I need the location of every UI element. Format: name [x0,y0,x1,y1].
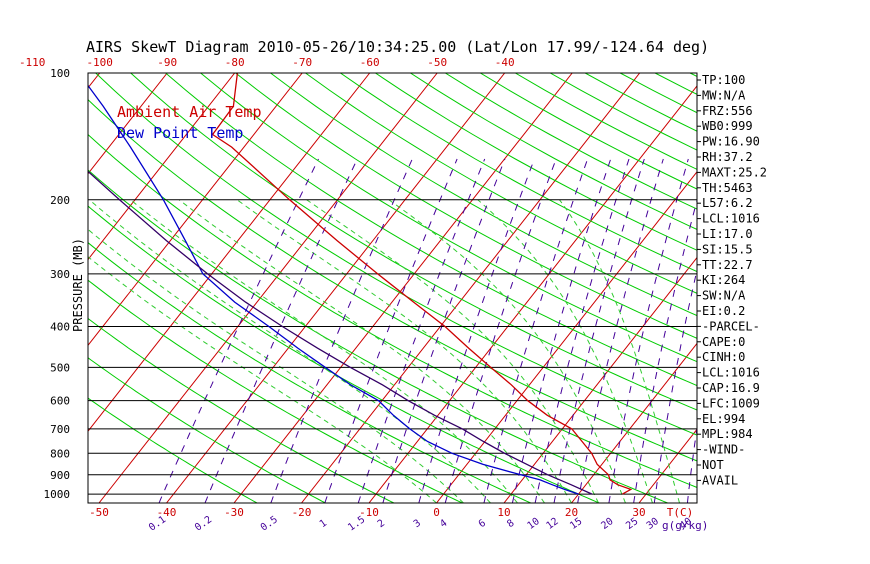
pressure-tick-label: 700 [50,423,70,436]
index-entry: NOT [702,458,724,472]
isobars [88,200,697,494]
index-entry: CAP:16.9 [702,381,760,395]
index-entry: LCL:1016 [702,212,760,226]
index-entry: EL:994 [702,412,745,426]
top-tick-label: -70 [292,56,312,69]
index-entry: AVAIL [702,473,738,487]
top-tick-label: -80 [225,56,245,69]
index-entry: WB0:999 [702,119,753,133]
index-entry: SW:N/A [702,289,746,303]
pressure-tick-label: 200 [50,194,70,207]
mixing-ratio-label: 20 [599,516,615,532]
mixing-ratio-label: 0.5 [259,514,280,533]
mixing-ratio-line [205,159,357,503]
bottom-tick-label: -50 [89,506,109,519]
mixing-ratio-label: 30 [645,516,661,532]
top-tick-label: -90 [157,56,177,69]
moist-adiabat-line [307,200,599,503]
moist-adiabat-line [54,200,464,503]
bottom-tick-label: 0 [433,506,440,519]
mixing-ratio-label: 12 [544,516,560,532]
index-entry: -PARCEL- [702,319,760,333]
x-axis-unit: T(C) [667,506,694,519]
mixing-ratio-unit: g(g/kg) [662,519,708,532]
mixing-ratio-label: 8 [505,518,516,530]
series-line-0 [213,73,631,494]
legend-entry-dewpoint: Dew Point Temp [117,124,243,142]
series-group [0,73,631,494]
top-tick-label: -60 [360,56,380,69]
index-entry: KI:264 [702,273,745,287]
dry-adiabat-line [201,73,870,503]
mixing-ratio-line [383,159,505,503]
index-entry: TT:22.7 [702,258,753,272]
isotherm-line [774,73,870,503]
top-tick-label: -100 [86,56,113,69]
mixing-ratio-label: 2 [376,518,387,530]
index-entry: L57:6.2 [702,196,753,210]
mixing-ratio-label: 4 [438,518,449,530]
index-entry: FRZ:556 [702,104,753,118]
mixing-ratio-label: 3 [412,518,423,530]
bottom-tick-label: -30 [224,506,244,519]
index-entry: SI:15.5 [702,242,753,256]
index-entry: MW:N/A [702,88,746,102]
index-entry: CINH:0 [702,350,745,364]
index-entry: PW:16.90 [702,135,760,149]
pressure-tick-label: 500 [50,361,70,374]
pressure-tick-label: 800 [50,447,70,460]
dry-adiabat-line [515,73,870,503]
mixing-ratio-label: 0.2 [193,514,214,533]
top-tick-label: -40 [495,56,515,69]
index-entry: EI:0.2 [702,304,745,318]
index-entry: TP:100 [702,73,745,87]
y-axis-label: PRESSURE (MB) [71,238,85,332]
mixing-ratio-label: 1 [318,518,329,530]
pressure-tick-label: 100 [50,67,70,80]
index-entry: -WIND- [702,443,745,457]
bottom-tick-label: 10 [497,506,510,519]
dry-adiabat-line [0,73,599,503]
top-tick-label: -50 [427,56,447,69]
pressure-tick-label: 300 [50,268,70,281]
isotherm-line [0,73,32,503]
chart-title: AIRS SkewT Diagram 2010-05-26/10:34:25.0… [86,38,709,56]
mixing-ratio-line [535,159,629,503]
index-entry: TH:5463 [702,181,753,195]
pressure-tick-label: 600 [50,395,70,408]
pressure-tick-labels: 100 200 300 400 500 600 700 800 900 1000 [44,67,71,501]
index-entry: RH:37.2 [702,150,753,164]
index-entry: LCL:1016 [702,366,760,380]
legend-entry-temp: Ambient Air Temp [117,103,262,121]
isotherm-line [302,73,640,503]
dry-adiabat-line [271,73,870,503]
dry-adiabat-line [655,73,870,503]
pressure-tick-label: 1000 [44,488,71,501]
legend: Ambient Air Temp Dew Point Temp [117,103,262,142]
dry-adiabat-line [236,73,870,503]
mixing-ratio-line [609,159,688,503]
pressure-tick-label: 400 [50,321,70,334]
moist-adiabat-line [389,200,626,503]
index-entry: MAXT:25.2 [702,165,767,179]
mixing-ratio-label: 6 [477,518,488,530]
index-entry: MPL:984 [702,427,753,441]
bottom-tick-label: -20 [292,506,312,519]
top-tick-labels: -120-110-100-90-80-70-60-50-40 [0,56,515,69]
top-tick-label: -110 [19,56,46,69]
mixing-ratio-label: 10 [526,516,542,532]
dry-adiabat-line [445,73,870,503]
index-entry: LFC:1009 [702,396,760,410]
index-entry: CAPE:0 [702,335,745,349]
index-entry: LI:17.0 [702,227,753,241]
pressure-tick-label: 900 [50,469,70,482]
moist-adiabat-line [89,200,490,503]
